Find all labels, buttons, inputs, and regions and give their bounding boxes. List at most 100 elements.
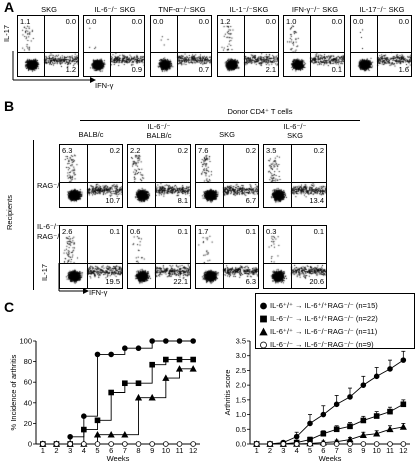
facs-dots	[128, 145, 190, 207]
data-point	[293, 441, 300, 447]
data-point	[163, 338, 169, 344]
data-point	[108, 351, 114, 358]
panel-b-column-2: SKG	[219, 130, 235, 139]
panel-a-title-1: IL-6⁻/⁻ SKG	[94, 5, 136, 14]
quadrant-ur-value: 0.1	[177, 227, 188, 236]
data-point	[400, 357, 407, 363]
gate-horizontal	[196, 263, 258, 265]
data-point	[386, 425, 394, 433]
recipients-label: Recipients	[5, 194, 15, 231]
quadrant-ur-value: 0.2	[245, 146, 256, 155]
quadrant-lr-value: 19.5	[105, 277, 120, 286]
quadrant-ul-value: 7.6	[198, 146, 209, 155]
data-point	[163, 441, 169, 447]
gate-vertical	[177, 16, 179, 76]
x-tick-label: 9	[150, 446, 154, 455]
quadrant-lr-value: 1.2	[65, 65, 76, 74]
data-point	[387, 366, 393, 372]
data-point	[135, 380, 142, 387]
data-point	[320, 411, 327, 418]
panel-a-facs-plot-3: 1.2 0.0 2.1	[217, 15, 279, 77]
gate-horizontal	[196, 182, 258, 184]
series-line	[42, 359, 194, 445]
data-point	[267, 441, 273, 447]
facs-dots	[60, 145, 122, 207]
data-point	[107, 430, 115, 438]
x-tick-label: 5	[308, 446, 312, 455]
gate-horizontal	[128, 263, 190, 265]
y-axis-title: Arthritis score	[223, 370, 232, 416]
legend-marker	[260, 315, 267, 323]
quadrant-lr-value: 0.7	[198, 65, 209, 74]
facs-dots	[151, 16, 211, 76]
gate-vertical	[154, 145, 156, 207]
data-point	[149, 441, 155, 447]
data-point	[122, 345, 128, 352]
x-tick-label: 4	[295, 446, 299, 455]
data-point	[190, 356, 196, 363]
quadrant-ul-value: 6.3	[62, 146, 73, 155]
gate-horizontal	[151, 51, 211, 53]
data-point	[400, 441, 407, 447]
quadrant-ur-value: 0.2	[109, 146, 120, 155]
facs-dots	[196, 145, 258, 207]
data-point	[307, 420, 313, 427]
data-point	[40, 441, 46, 447]
panel-b-x-axis-label: IFN-γ	[89, 288, 108, 297]
quadrant-ul-value: 1.2	[220, 17, 231, 26]
facs-dots	[264, 145, 326, 207]
panel-b-facs-plot-1-0: 2.6 0.1 19.5	[59, 225, 123, 289]
data-point	[94, 417, 101, 424]
quadrant-lr-value: 6.3	[245, 277, 256, 286]
legend-item: IL-6⁺/⁺ → IL-6⁻/⁻RAG⁻/⁻ (n=11)	[259, 323, 377, 336]
data-point	[190, 441, 196, 447]
legend-item: IL-6⁺/⁺ → IL-6⁺/⁺RAG⁻/⁻ (n=15)	[259, 297, 378, 310]
data-point	[175, 365, 184, 372]
gate-horizontal	[60, 182, 122, 184]
legend-marker-icon	[260, 302, 267, 310]
data-point	[333, 426, 340, 433]
data-point	[134, 393, 143, 401]
panel-b-facs-plot-0-2: 7.6 0.2 6.7	[195, 144, 259, 208]
data-point	[149, 338, 155, 344]
gate-vertical	[222, 226, 224, 288]
x-tick-label: 10	[372, 446, 380, 455]
data-point	[94, 441, 101, 447]
quadrant-ur-value: 0.1	[245, 227, 256, 236]
data-point	[373, 441, 380, 447]
panel-b-facs-plot-1-1: 0.6 0.1 22.1	[127, 225, 191, 289]
gate-vertical	[86, 145, 88, 207]
y-tick-label: 2.5	[236, 366, 246, 375]
panel-a-title-3: IL-1⁻/⁻SKG	[229, 5, 269, 14]
panel-a-x-axis-label: IFN-γ	[95, 81, 114, 90]
data-point	[121, 430, 129, 438]
quadrant-ur-value: 0.0	[265, 17, 276, 26]
gate-horizontal	[264, 182, 326, 184]
quadrant-ul-value: 0.6	[130, 227, 141, 236]
gate-vertical	[44, 16, 46, 76]
data-point	[359, 431, 367, 438]
panel-b-label: B	[4, 98, 15, 114]
legend-marker-icon	[260, 341, 267, 349]
panel-b-facs-plot-0-3: 3.5 0.2 13.4	[263, 144, 327, 208]
quadrant-ul-value: 2.6	[62, 227, 73, 236]
data-point	[360, 441, 367, 447]
x-tick-label: 6	[321, 446, 325, 455]
data-point	[400, 401, 407, 408]
x-tick-label: 8	[136, 446, 140, 455]
y-tick-label: 3.0	[236, 351, 246, 360]
facs-dots	[84, 16, 144, 76]
panel-b-facs-plot-1-3: 0.3 0.1 20.6	[263, 225, 327, 289]
gate-horizontal	[284, 51, 344, 53]
facs-dots	[196, 226, 258, 288]
data-point	[162, 374, 170, 381]
y-tick-label: 0.5	[236, 425, 246, 434]
data-point	[81, 426, 87, 433]
gate-horizontal	[18, 51, 78, 53]
y-tick-label: 20	[24, 419, 32, 428]
data-point	[190, 338, 196, 344]
legend-marker	[260, 341, 267, 349]
y-tick-label: 3.5	[236, 337, 246, 346]
panel-a-title-0: SKG	[41, 5, 57, 14]
